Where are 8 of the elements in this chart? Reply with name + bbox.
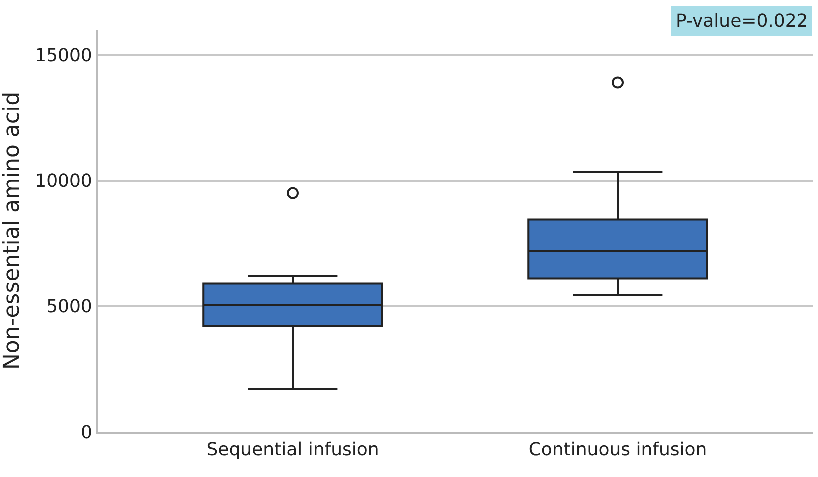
- y-tick-label: 15000: [35, 45, 92, 66]
- y-tick-label: 10000: [35, 171, 92, 192]
- y-tick-label: 0: [80, 422, 92, 444]
- annotation: P-value=0.022: [676, 11, 808, 32]
- y-axis-title: Non-essential amino acid: [0, 92, 25, 370]
- y-tick-label: 5000: [46, 296, 92, 318]
- x-tick-label: Sequential infusion: [206, 440, 380, 461]
- x-tick-label: Continuous infusion: [528, 440, 708, 461]
